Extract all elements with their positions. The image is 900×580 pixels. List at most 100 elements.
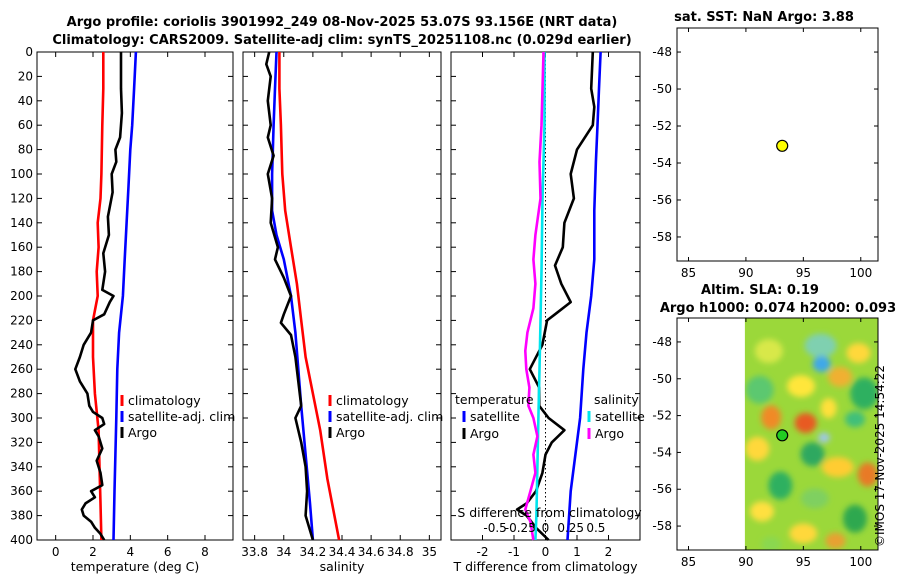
x-tick-label: 4	[127, 545, 135, 559]
figure-title-line1: Argo profile: coriolis 3901992_249 08-No…	[67, 15, 618, 30]
y-tick-label: 280	[10, 387, 33, 401]
x-tick-label: -2	[477, 545, 489, 559]
sla-map: 85 90 95 100 -48 -50 -52 -54 -56 -58	[652, 317, 879, 569]
plot-frame	[242, 51, 442, 541]
sla-blobs	[745, 333, 878, 550]
map-x-tick-label: 90	[738, 555, 753, 569]
s-tick-label: -0.25	[505, 521, 536, 535]
sla-anomaly-patch	[828, 366, 853, 387]
y-tick-label: 0	[25, 45, 33, 59]
sla-anomaly-patch	[812, 356, 831, 373]
imos-timestamp: ©IMOS 17-Nov-2025 14:54:22	[873, 364, 887, 547]
map-y-tick-label: -52	[652, 119, 672, 133]
map-x-tick-label: 90	[738, 266, 753, 280]
t-satellite-line	[566, 51, 602, 541]
map-x-tick-label: 95	[796, 266, 811, 280]
x-tick-label: 34.6	[358, 545, 385, 559]
map-x-tick-label: 100	[849, 555, 872, 569]
map-y-tick-label: -48	[652, 45, 672, 59]
sla-anomaly-patch	[800, 488, 829, 509]
s-tick-label: 0.25	[557, 521, 584, 535]
x-tick-label: 0	[52, 545, 60, 559]
map-frame	[676, 27, 879, 262]
x-tick-label: 34	[276, 545, 291, 559]
y-tick-label: 40	[18, 94, 33, 108]
map-y-tick-label: -48	[652, 335, 672, 349]
y-tick-label: 240	[10, 338, 33, 352]
sla-anomaly-patch	[850, 377, 878, 410]
temperature-chart: 0 2 4 6 802040608010012014016018020022024026…	[10, 45, 235, 574]
sla-anomaly-patch	[749, 501, 774, 522]
legend-temperature-title: temperature	[455, 392, 534, 407]
sla-anomaly-patch	[789, 523, 818, 544]
sla-anomaly-patch	[846, 342, 871, 363]
legend-argo-label: Argo	[128, 425, 157, 440]
y-tick-label: 320	[10, 435, 33, 449]
sla-title-line1: Altim. SLA: 0.19	[701, 283, 819, 298]
sla-field	[744, 318, 878, 550]
y-tick-label: 100	[10, 167, 33, 181]
map-frame	[676, 317, 879, 551]
legend-t-argo-label: Argo	[470, 426, 499, 441]
x-tick-label: 2	[89, 545, 97, 559]
sla-anomaly-patch	[745, 375, 774, 404]
sla-anomaly-patch	[800, 442, 825, 467]
y-tick-label: 80	[18, 143, 33, 157]
map-y-tick-label: -56	[652, 193, 672, 207]
y-tick-label: 180	[10, 265, 33, 279]
sla-anomaly-patch	[768, 471, 793, 500]
s-tick-label: -0.5	[483, 521, 506, 535]
map-x-tick-label: 85	[681, 266, 696, 280]
climatology-line	[278, 52, 341, 541]
map-y-tick-label: -58	[652, 230, 672, 244]
legend-climatology-label: climatology	[336, 393, 409, 408]
sla-anomaly-patch	[820, 398, 837, 419]
x-axis-label: temperature (deg C)	[71, 559, 200, 574]
s-tick-label: 0	[542, 521, 550, 535]
x-tick-label: 34.2	[300, 545, 327, 559]
argo-line	[74, 52, 124, 541]
y-tick-label: 260	[10, 362, 33, 376]
t-argo-line	[515, 51, 596, 541]
legend-s-satellite-label: satellite	[595, 409, 645, 424]
x-tick-label: 34.4	[329, 545, 356, 559]
argo-line	[265, 51, 315, 541]
y-tick-label: 200	[10, 289, 33, 303]
y-tick-label: 120	[10, 191, 33, 205]
x-tick-label: 34.8	[387, 545, 414, 559]
x-tick-label: 2	[605, 545, 613, 559]
legend-satellite-clim-label: satellite-adj. clim	[336, 409, 443, 424]
satellite-clim-line	[270, 51, 315, 541]
x-tick-label: 0	[542, 545, 550, 559]
sla-anomaly-patch	[754, 339, 783, 364]
map-x-tick-label: 95	[796, 555, 811, 569]
satellite-clim-line	[112, 51, 138, 541]
y-tick-label: 400	[10, 533, 33, 547]
argo-location-marker	[776, 429, 789, 442]
map-x-tick-label: 85	[681, 555, 696, 569]
y-tick-label: 360	[10, 484, 33, 498]
figure-title-line2: Climatology: CARS2009. Satellite-adj cli…	[52, 33, 631, 48]
s-argo-line	[524, 51, 545, 541]
sst-title: sat. SST: NaN Argo: 3.88	[674, 10, 854, 25]
sla-anomaly-patch	[845, 411, 866, 428]
salinity-chart: 33.8 34 34.2 34.4 34.6 34.8 35 salinity climatol…	[241, 51, 443, 574]
legend-salinity-title: salinity	[594, 392, 639, 407]
x-axis-label: T difference from climatology	[452, 559, 638, 574]
legend-argo-label: Argo	[336, 425, 365, 440]
sla-anomaly-patch	[825, 532, 846, 549]
map-y-tick-label: -50	[652, 82, 672, 96]
s-satellite-line	[534, 52, 546, 541]
x-tick-label: 1	[573, 545, 581, 559]
map-x-tick-label: 100	[849, 266, 872, 280]
y-tick-label: 300	[10, 411, 33, 425]
s-tick-label: 0.5	[586, 521, 605, 535]
sla-anomaly-patch	[843, 504, 868, 533]
x-axis-label: salinity	[320, 559, 365, 574]
x-tick-label: 8	[201, 545, 209, 559]
y-tick-label: 60	[18, 118, 33, 132]
map-y-tick-label: -56	[652, 482, 672, 496]
y-tick-label: 340	[10, 460, 33, 474]
sst-map: 85 90 95 100 -48 -50 -52 -54 -56 -58	[652, 27, 879, 280]
